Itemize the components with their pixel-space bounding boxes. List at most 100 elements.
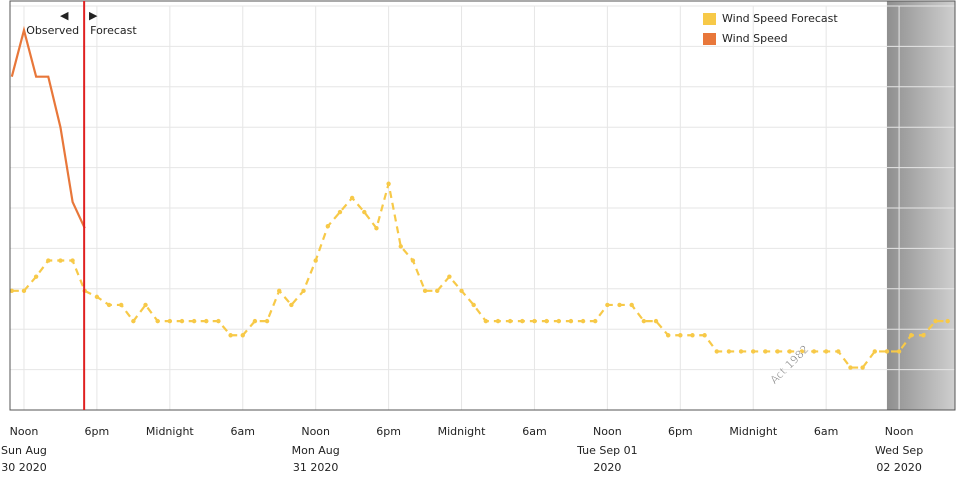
- data-point: [909, 333, 914, 338]
- x-tick-label: Noon: [593, 425, 622, 438]
- x-tick-label: 6pm: [85, 425, 110, 438]
- data-point: [143, 302, 148, 308]
- data-point: [884, 349, 890, 354]
- data-point: [264, 318, 270, 324]
- data-point: [167, 318, 173, 324]
- data-point: [933, 318, 938, 324]
- data-point: [532, 318, 537, 324]
- data-point: [848, 365, 853, 370]
- data-point: [580, 318, 586, 324]
- data-point: [678, 333, 683, 338]
- data-point: [46, 258, 51, 263]
- data-point: [179, 318, 185, 324]
- data-point: [690, 333, 695, 338]
- data-point: [507, 318, 513, 324]
- data-point: [216, 318, 221, 324]
- data-point: [617, 302, 622, 308]
- data-point: [204, 318, 209, 324]
- data-point: [277, 288, 282, 294]
- shaded-region: [886, 1, 955, 410]
- data-point: [665, 333, 671, 338]
- data-point: [58, 258, 63, 263]
- data-point: [94, 294, 100, 300]
- x-tick-label: Noon: [301, 425, 330, 438]
- data-point: [155, 318, 160, 324]
- data-point: [641, 318, 647, 324]
- x-date-label: 31 2020: [293, 461, 339, 474]
- data-point: [921, 333, 926, 338]
- series-line: [10, 25, 86, 229]
- x-tick-label: 6am: [814, 425, 838, 438]
- data-point: [787, 349, 792, 354]
- data-point: [593, 318, 598, 324]
- data-point: [228, 333, 233, 338]
- data-point: [119, 302, 124, 308]
- data-point: [362, 209, 367, 215]
- data-point: [811, 349, 817, 354]
- data-point: [605, 302, 610, 308]
- x-date-label: Mon Aug: [292, 444, 340, 457]
- data-point: [653, 318, 659, 324]
- x-date-label: 02 2020: [876, 461, 922, 474]
- data-point: [483, 318, 489, 324]
- data-point: [763, 349, 768, 354]
- plot-area: [9, 1, 955, 411]
- data-point: [823, 349, 829, 354]
- x-date-label: 2020: [593, 461, 621, 474]
- data-point: [775, 349, 780, 354]
- x-tick-label: 6pm: [668, 425, 693, 438]
- data-point: [313, 258, 318, 263]
- data-point: [349, 195, 355, 201]
- x-tick-label: Midnight: [729, 425, 778, 438]
- data-point: [252, 318, 258, 324]
- x-tick-label: Noon: [885, 425, 914, 438]
- data-point: [471, 302, 476, 308]
- data-point: [751, 349, 756, 354]
- data-point: [726, 349, 732, 354]
- data-point: [410, 258, 416, 263]
- data-point: [702, 333, 707, 338]
- observed-label: Observed: [26, 24, 79, 37]
- data-point: [495, 318, 501, 324]
- plot-frame: [9, 0, 956, 411]
- legend-label: Wind Speed Forecast: [722, 12, 838, 25]
- data-point: [106, 302, 112, 308]
- x-tick-label: 6am: [522, 425, 546, 438]
- data-point: [799, 349, 805, 354]
- data-point: [945, 318, 950, 324]
- legend-swatch: [703, 13, 716, 25]
- data-point: [435, 288, 440, 294]
- data-point: [301, 288, 306, 294]
- data-point: [131, 318, 136, 324]
- data-point: [872, 349, 877, 354]
- data-point: [520, 318, 525, 324]
- data-point: [447, 274, 452, 279]
- series-line: [11, 183, 948, 369]
- data-point: [21, 288, 27, 294]
- data-point: [398, 244, 403, 249]
- x-tick-label: Midnight: [438, 425, 487, 438]
- data-point: [191, 318, 197, 324]
- data-point: [422, 288, 428, 294]
- data-point: [9, 288, 15, 294]
- data-point: [860, 365, 865, 370]
- x-date-label: 30 2020: [1, 461, 47, 474]
- data-point: [33, 274, 39, 279]
- data-point: [556, 318, 561, 324]
- data-point: [70, 258, 75, 263]
- x-tick-label: Noon: [10, 425, 39, 438]
- x-tick-label: 6pm: [376, 425, 401, 438]
- data-point: [714, 349, 719, 354]
- data-point: [374, 226, 379, 231]
- x-date-label: Tue Sep 01: [576, 444, 638, 457]
- data-point: [240, 333, 245, 338]
- x-date-label: Wed Sep: [875, 444, 923, 457]
- arrow-left: ◀: [60, 9, 69, 22]
- data-point: [738, 349, 744, 354]
- arrow-right: ▶: [89, 9, 98, 22]
- data-point: [289, 302, 294, 308]
- forecast-label: Forecast: [90, 24, 137, 37]
- data-point: [544, 318, 549, 324]
- data-point: [629, 302, 634, 308]
